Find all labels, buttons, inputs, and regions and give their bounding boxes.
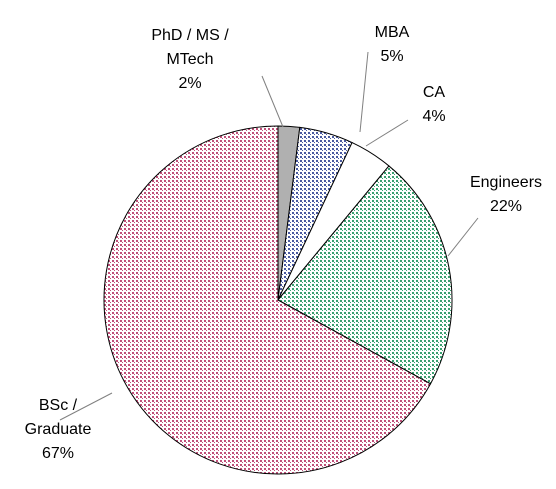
category-label: BSc / Graduate [24,397,92,438]
slice-label: CA 4% [379,81,489,129]
slice-label: PhD / MS / MTech 2% [145,24,235,96]
pie-slice [103,125,432,475]
leader-line [261,75,284,128]
value-label: 5% [380,48,404,65]
value-label: 2% [178,75,202,92]
leader-line [59,392,113,421]
category-label: Engineers [469,174,543,191]
value-label: 67% [41,445,75,462]
value-label: 22% [489,198,523,215]
category-label: CA [422,84,446,101]
category-label: MBA [374,24,410,41]
slice-label: MBA 5% [337,21,447,69]
slice-label: Engineers 22% [451,171,556,219]
category-label: PhD / MS / MTech [151,27,229,68]
value-label: 4% [422,108,446,125]
leader-line [447,217,479,257]
leader-line [365,119,409,147]
leader-line [359,51,369,133]
slice-label: BSc / Graduate 67% [18,394,98,466]
pie-slice [277,165,453,385]
